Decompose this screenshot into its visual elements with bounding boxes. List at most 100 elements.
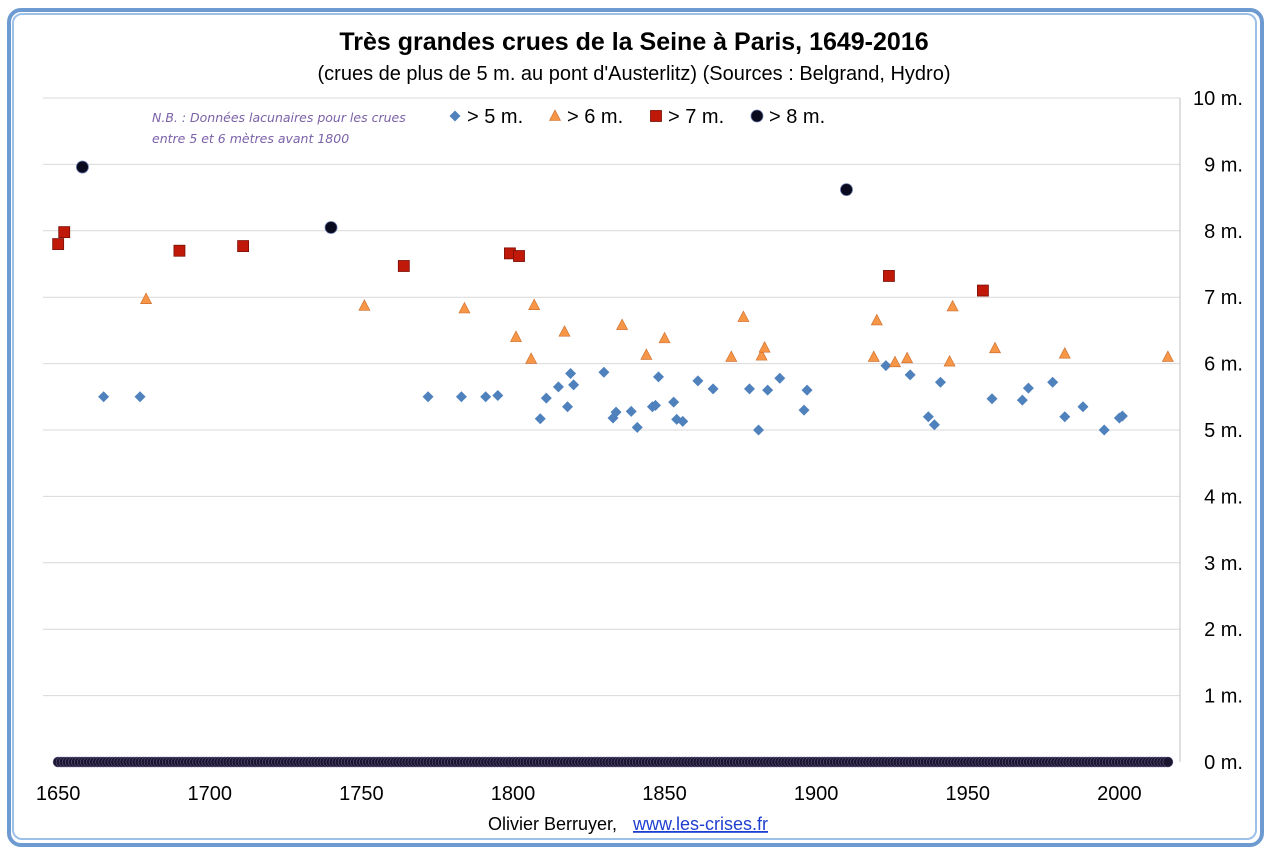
y-tick-label: 6 m. [1204,354,1243,376]
diamond-point [422,391,434,403]
series-diamond [98,360,1128,436]
y-tick-label: 0 m. [1204,752,1243,774]
baseline-markers [52,756,1174,768]
triangle-point [901,351,914,364]
diamond-point [1098,424,1110,436]
diamond-point [1116,410,1128,422]
diamond-point [565,368,577,380]
diamond-point [98,391,110,403]
triangle-point [616,318,629,330]
diamond-point [455,391,467,403]
x-tick-label: 1800 [491,783,536,805]
diamond-point [762,384,774,396]
square-point [52,238,65,250]
triangle-point [140,292,153,304]
triangle-point [943,354,956,367]
legend: > 5 m. > 6 m. > 7 m. > 8 m. [449,106,825,128]
square-point [883,270,895,282]
diamond-point [1022,382,1034,394]
diamond-point [631,421,643,433]
x-tick-label: 1750 [339,783,384,805]
chart-inner-frame [12,13,1257,840]
diamond-point [534,413,546,425]
credit-author: Olivier Berruyer, [488,814,617,834]
diamond-point [610,406,622,418]
triangle-point [888,355,901,368]
diamond-point [677,415,689,427]
diamond-point [692,375,704,387]
series-square [52,226,989,297]
y-tick-label: 8 m. [1204,221,1243,243]
diamond-point [568,379,580,391]
legend-label: > 8 m. [769,106,825,128]
triangle-point [725,350,738,362]
diamond-point [625,405,637,417]
diamond-point [753,424,765,436]
triangle-point [758,341,771,353]
triangle-point [528,298,541,310]
triangle-point [755,348,768,361]
x-axis-labels: 1650 1700 1750 1800 1850 1900 1950 2000 [36,783,1142,805]
x-tick-label: 2000 [1097,783,1142,805]
x-tick-label: 1850 [642,783,687,805]
triangle-point [509,330,522,342]
triangle-point [737,310,750,322]
chart-subtitle: (crues de plus de 5 m. au pont d'Austerl… [318,63,951,85]
diamond-point [652,371,664,383]
legend-marker-square [650,110,662,122]
x-tick-label: 1650 [36,783,81,805]
note-line-1: N.B. : Données lacunaires pour les crues [152,110,406,125]
diamond-point [649,399,661,411]
legend-label: > 7 m. [668,106,724,128]
diamond-point [1059,411,1071,423]
y-tick-label: 5 m. [1204,420,1243,442]
x-tick-label: 1900 [794,783,839,805]
square-point [397,260,410,272]
square-point [977,284,989,297]
diamond-point [552,381,564,393]
triangle-point [658,331,671,344]
square-point [513,250,525,262]
diamond-point [774,372,786,384]
diamond-point [922,411,934,423]
legend-label: > 6 m. [567,106,623,128]
diamond-point [540,392,552,404]
square-point [58,226,71,239]
diamond-point [801,384,813,396]
square-point [237,240,250,252]
triangle-point [458,301,471,314]
triangle-point [558,325,571,337]
legend-label: > 5 m. [467,106,523,128]
diamond-point [668,396,680,408]
diamond-point [798,404,810,416]
diamond-point [598,366,610,378]
diamond-point [707,383,719,395]
legend-marker-circle [750,109,764,123]
y-tick-label: 2 m. [1204,619,1243,641]
y-tick-label: 7 m. [1204,287,1243,309]
y-tick-label: 3 m. [1204,553,1243,575]
diamond-point [492,389,504,401]
y-tick-label: 9 m. [1204,154,1243,176]
diamond-point [1047,376,1059,388]
diamond-point [986,393,998,405]
x-tick-label: 1950 [946,783,991,805]
diamond-point [1016,394,1028,406]
triangle-point [867,350,880,362]
y-axis-labels: 0 m. 1 m. 2 m. 3 m. 4 m. 5 m. 6 m. 7 m. 8 m. 9 m.… [1193,88,1243,774]
diamond-point [562,401,574,413]
data-points [52,160,1174,436]
series-circle [76,160,853,234]
chart-title: Très grandes crues de la Seine à Paris, … [339,28,928,56]
credit-link[interactable]: www.les-crises.fr [632,814,768,834]
y-tick-label: 10 m. [1193,88,1243,110]
diamond-point [904,369,916,381]
diamond-point [134,391,146,403]
triangle-point [640,348,653,360]
triangle-point [870,313,883,326]
triangle-point [1161,350,1174,362]
diamond-point [934,376,946,388]
triangle-point [358,299,371,311]
triangle-point [1058,346,1071,359]
note-line-2: entre 5 et 6 mètres avant 1800 [152,131,349,146]
